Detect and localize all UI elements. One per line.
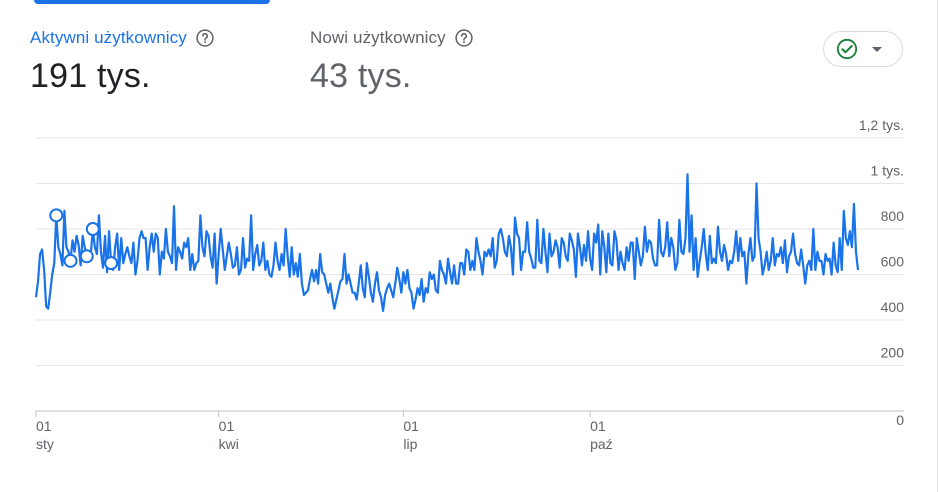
selected-tab-indicator — [34, 0, 270, 4]
metric-new-users[interactable]: Nowi użytkownicy 43 tys. — [310, 26, 474, 96]
series — [34, 173, 860, 312]
y-tick-label: 600 — [881, 254, 905, 270]
x-tick-label: 01 — [36, 418, 52, 434]
anomaly-point — [49, 208, 64, 223]
metric-value: 191 tys. — [30, 57, 151, 95]
x-tick-label: 01 — [219, 418, 235, 434]
y-tick-label: 1,2 tys. — [859, 120, 904, 133]
anomaly-point — [104, 256, 119, 271]
help-circle-icon[interactable] — [454, 28, 474, 48]
help-circle-icon[interactable] — [195, 28, 215, 48]
x-tick-label: 01 — [590, 418, 606, 434]
x-axis: 01 sty 01 kwi 01 lip 01 paź — [35, 411, 613, 452]
y-tick-label: 400 — [881, 299, 905, 315]
metric-active-users[interactable]: Aktywni użytkownicy 191 tys. — [30, 26, 215, 96]
x-tick-label: lip — [403, 436, 417, 452]
metric-value: 43 tys. — [310, 57, 412, 95]
x-tick-label: paź — [590, 436, 613, 452]
y-axis: 0 200 400 600 800 1 tys. 1,2 tys. — [859, 120, 904, 428]
x-tick-label: kwi — [219, 436, 239, 452]
x-tick-label: sty — [36, 436, 54, 452]
metric-title: Nowi użytkownicy — [310, 28, 446, 47]
grid — [36, 137, 904, 412]
comparison-dropdown-button[interactable] — [823, 31, 903, 67]
x-tick-label: 01 — [403, 418, 419, 434]
caret-down-icon — [872, 46, 882, 52]
y-tick-label: 0 — [896, 412, 904, 428]
metric-title: Aktywni użytkownicy — [30, 28, 187, 47]
series-line — [34, 173, 860, 312]
y-tick-label: 1 tys. — [871, 163, 904, 179]
check-circle-icon — [836, 38, 858, 60]
y-tick-label: 800 — [881, 208, 905, 224]
anomaly-point — [85, 222, 100, 236]
anomaly-point — [79, 249, 94, 264]
y-tick-label: 200 — [881, 345, 905, 361]
anomaly-point — [63, 253, 78, 268]
